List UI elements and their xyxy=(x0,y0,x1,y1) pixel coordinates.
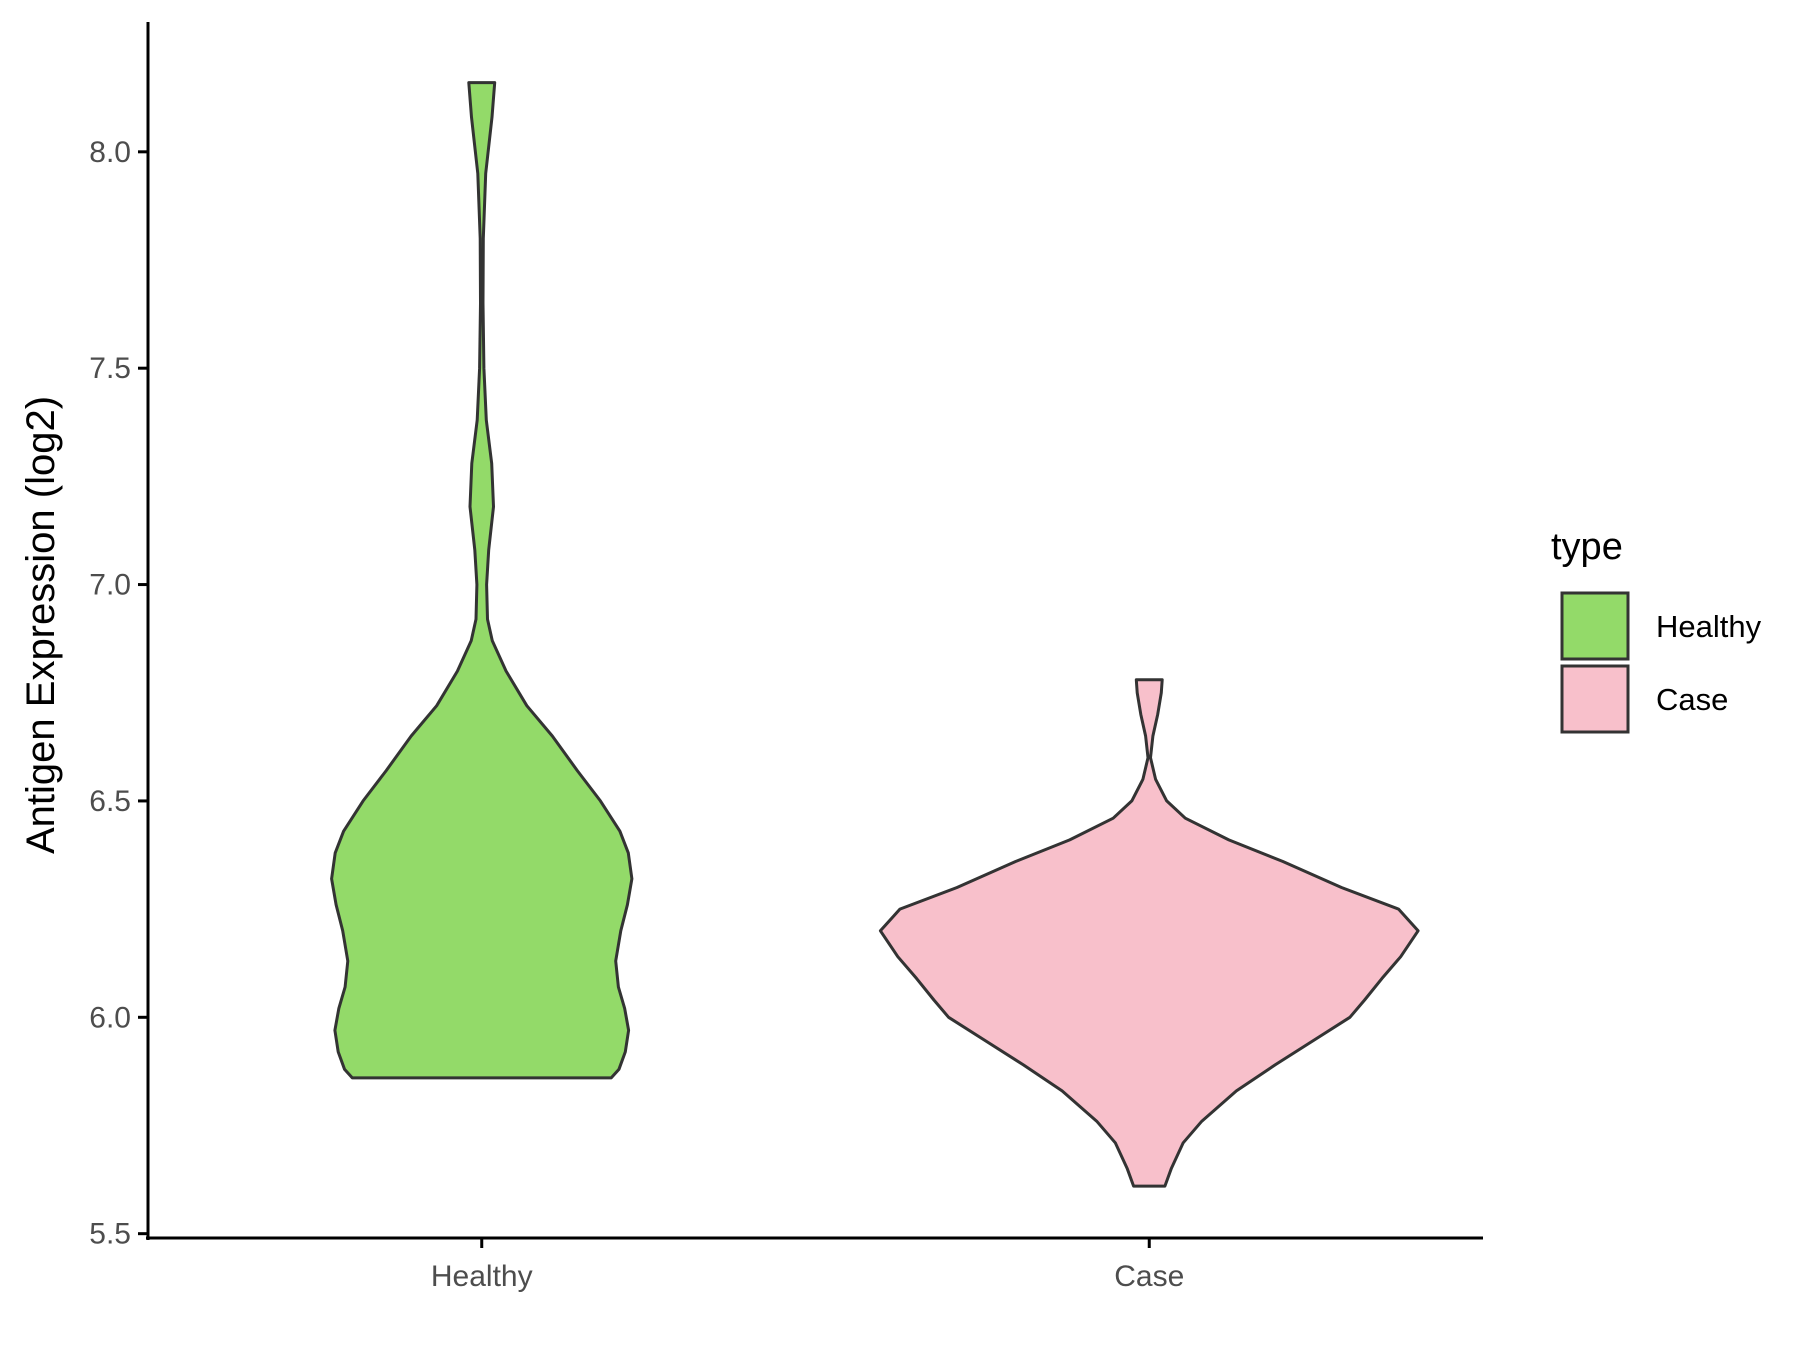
x-tick-label: Healthy xyxy=(431,1260,533,1293)
legend-label: Case xyxy=(1656,682,1728,717)
legend-key-healthy xyxy=(1560,591,1630,661)
y-axis-title: Antigen Expression (log2) xyxy=(19,396,63,854)
y-axis: 5.5 6.0 6.5 7.0 7.5 8.0 xyxy=(89,22,150,1251)
violin-healthy xyxy=(330,81,634,1080)
y-tick-label: 6.5 xyxy=(89,785,131,818)
x-tick-label: Case xyxy=(1114,1260,1184,1293)
y-tick-label: 6.0 xyxy=(89,1001,131,1034)
y-tick-label: 5.5 xyxy=(89,1218,131,1251)
legend-label: Healthy xyxy=(1656,609,1762,644)
legend-title: type xyxy=(1551,526,1623,568)
y-tick-label: 7.5 xyxy=(89,352,131,385)
plot-area xyxy=(330,81,1420,1188)
y-tick-label: 8.0 xyxy=(89,136,131,169)
x-axis: Healthy Case xyxy=(146,1236,1483,1293)
legend-key-case xyxy=(1560,664,1630,734)
legend: type Healthy Case xyxy=(1551,526,1762,734)
y-tick-label: 7.0 xyxy=(89,569,131,602)
violin-case xyxy=(878,678,1420,1188)
